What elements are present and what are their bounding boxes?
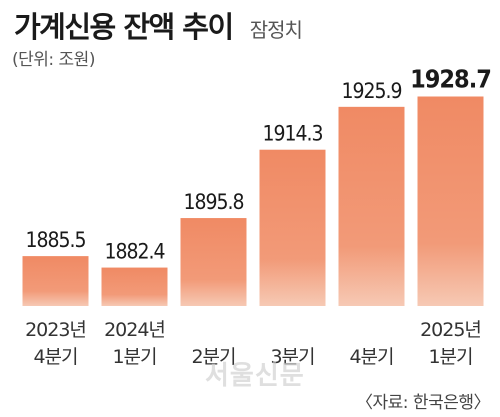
bar-4 <box>338 106 405 306</box>
value-label-5: 1928.7 <box>410 64 491 93</box>
value-label-1: 1882.4 <box>104 240 164 264</box>
x-tick-label-0-0: 2023년 <box>25 319 86 341</box>
x-tick-label-5-1: 1분기 <box>428 346 472 368</box>
x-tick-label-1-1: 1분기 <box>112 346 156 368</box>
bar-5 <box>417 96 484 306</box>
x-tick-label-3-1: 3분기 <box>270 346 314 368</box>
bar-1 <box>101 267 168 306</box>
value-labels-group: 1885.5 1882.4 1895.8 1914.3 1925.9 1928.7 <box>25 64 491 264</box>
bar-0 <box>22 256 89 306</box>
chart-title: 가계신용 잔액 추이 <box>14 10 234 44</box>
bar-2 <box>180 218 247 306</box>
bars-group <box>22 96 484 306</box>
value-label-4: 1925.9 <box>341 79 401 103</box>
x-tick-label-1-0: 2024년 <box>104 319 165 341</box>
value-label-0: 1885.5 <box>25 228 85 252</box>
x-tick-label-2-1: 2분기 <box>191 346 235 368</box>
watermark: 서울신문 <box>205 361 305 391</box>
value-label-3: 1914.3 <box>262 122 322 146</box>
x-tick-label-0-1: 4분기 <box>33 346 77 368</box>
chart-subtitle: 잠정치 <box>249 18 303 42</box>
unit-label: (단위: 조원) <box>12 50 95 70</box>
value-label-2: 1895.8 <box>183 190 243 214</box>
source-label: 〈자료: 한국은행〉 <box>356 393 490 413</box>
x-tick-label-4-1: 4분기 <box>349 346 393 368</box>
bar-3 <box>259 149 326 306</box>
x-axis-labels-group: 2023년 4분기 2024년 1분기 2분기 3분기 4분기 2025년 1분기 <box>25 319 482 368</box>
x-tick-label-5-0: 2025년 <box>420 319 481 341</box>
title-row: 가계신용 잔액 추이 잠정치 <box>14 4 303 46</box>
